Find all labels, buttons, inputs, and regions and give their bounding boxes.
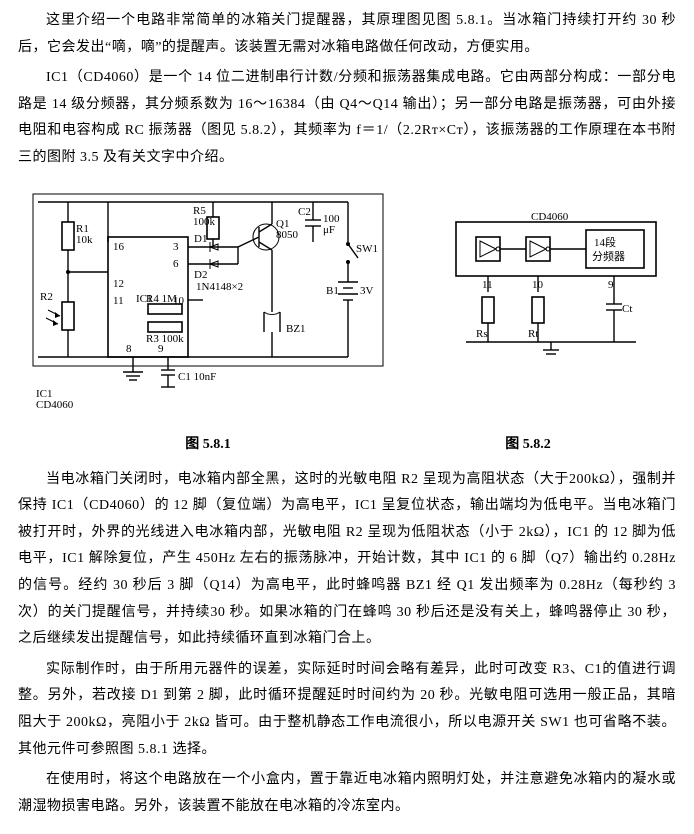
label-r4: R4 1M [146, 293, 177, 305]
ct: Ct [622, 303, 632, 315]
figure-row: R110k R2 IC1 16 3 6 12 11 1 [18, 182, 676, 427]
label-b1: B1 [326, 285, 339, 297]
label-chip: CD4060 [531, 212, 569, 223]
label-icpart: IC1CD4060 [36, 388, 74, 411]
label-r2: R2 [40, 291, 53, 303]
pin12: 12 [113, 278, 124, 290]
p10: 10 [532, 279, 544, 291]
label-q1: Q18050 [276, 218, 299, 241]
p9: 9 [608, 279, 614, 291]
label-d1: D1 [194, 233, 207, 245]
label-bz1: BZ1 [286, 323, 306, 335]
figure-5-8-1: R110k R2 IC1 16 3 6 12 11 1 [18, 182, 398, 427]
label-c2v: 100μF [323, 213, 340, 236]
pin3: 3 [173, 241, 179, 253]
label-c1: C1 10nF [178, 371, 216, 383]
label-3v: 3V [360, 285, 374, 297]
label-r3: R3 100k [146, 333, 184, 345]
pin11: 11 [113, 295, 124, 307]
caption-5-8-2: 图 5.8.2 [398, 433, 658, 453]
label-div1: 14段 [594, 235, 616, 249]
label-r5: R5100k [193, 205, 216, 228]
caption-5-8-1: 图 5.8.1 [18, 433, 398, 453]
label-d12: 1N4148×2 [196, 281, 243, 293]
paragraph-3: 当电冰箱门关闭时，电冰箱内部全黑，这时的光敏电阻 R2 呈现为高阻状态（大于20… [18, 467, 676, 653]
figure-5-8-2: CD4060 14段 分频器 11 10 9 [436, 212, 676, 367]
paragraph-5: 在使用时，将这个电路放在一个小盒内，置于靠近电冰箱内照明灯处，并注意避免冰箱内的… [18, 767, 676, 820]
pin6: 6 [173, 258, 179, 270]
page: 这里介绍一个电路非常简单的冰箱关门提醒器，其原理图见图 5.8.1。当冰箱门持续… [0, 0, 694, 834]
pin8: 8 [126, 343, 132, 355]
rs: Rs [476, 328, 488, 340]
pin16: 16 [113, 241, 125, 253]
p11: 11 [482, 279, 493, 291]
label-r1: R110k [76, 223, 93, 246]
rt: Rt [528, 328, 538, 340]
label-div2: 分频器 [592, 249, 625, 263]
paragraph-4: 实际制作时，由于所用元器件的误差，实际延时时间会略有差异，此时可改变 R3、C1… [18, 657, 676, 763]
paragraph-2: IC1（CD4060）是一个 14 位二进制串行计数/分频和振荡器集成电路。它由… [18, 65, 676, 171]
paragraph-1: 这里介绍一个电路非常简单的冰箱关门提醒器，其原理图见图 5.8.1。当冰箱门持续… [18, 8, 676, 61]
caption-row: 图 5.8.1 图 5.8.2 [18, 433, 676, 453]
label-sw1: SW1 [356, 243, 378, 255]
label-d2: D2 [194, 269, 207, 281]
label-c2: C2 [298, 206, 311, 218]
